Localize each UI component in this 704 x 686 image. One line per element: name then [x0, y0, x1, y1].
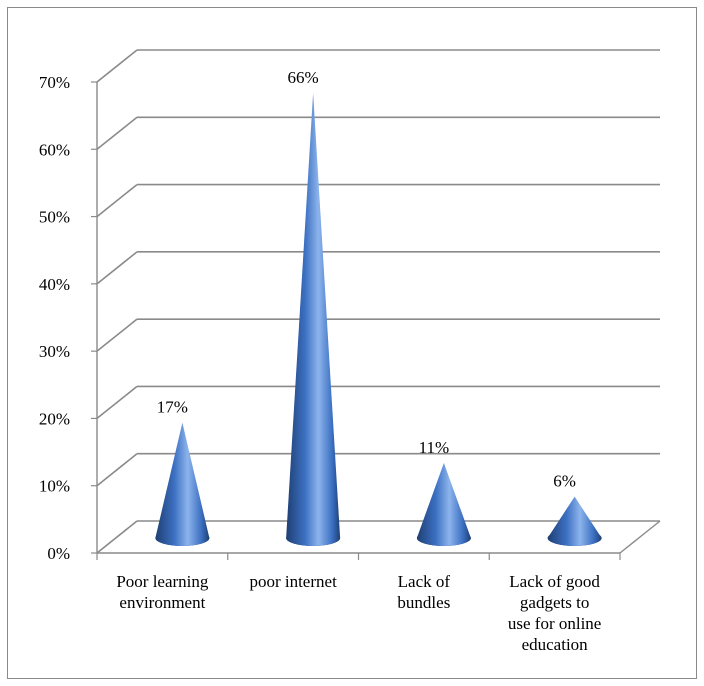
floor-right-edge: [619, 520, 661, 554]
y-tick-label: 60%: [39, 140, 70, 159]
gridline-diagonal: [96, 251, 138, 285]
category-label: use for online: [508, 614, 601, 633]
chart-frame: [7, 7, 697, 679]
y-axis-ticks: 0% 10% 20% 30% 40% 50% 60% 70%: [39, 73, 70, 563]
gridline-diagonal: [96, 116, 138, 150]
category-label: education: [522, 635, 589, 654]
data-label: 11%: [419, 438, 450, 457]
y-tick-label: 10%: [39, 477, 70, 496]
category-label: bundles: [397, 593, 450, 612]
gridline-diagonal: [96, 453, 138, 487]
category-label: environment: [119, 593, 205, 612]
data-label: 6%: [553, 472, 576, 491]
cone-bar: [416, 462, 471, 546]
cone-bar: [547, 496, 602, 546]
gridline-diagonal: [96, 318, 138, 352]
cones: [155, 92, 602, 547]
category-labels: Poor learning environment poor internet Lac…: [116, 572, 601, 654]
category-label: Lack of: [398, 572, 451, 591]
cone-bar: [155, 422, 210, 546]
data-label: 66%: [288, 68, 319, 87]
category-label: Lack of good: [509, 572, 600, 591]
gridline-diagonal: [96, 183, 138, 218]
category-label: Poor learning: [116, 572, 209, 591]
gridline-diagonal: [96, 385, 138, 420]
grid-lines: [91, 49, 661, 560]
y-tick-label: 70%: [39, 73, 70, 92]
y-tick-label: 30%: [39, 342, 70, 361]
data-labels: 17% 66% 11% 6%: [157, 68, 576, 491]
y-tick-label: 40%: [39, 275, 70, 294]
gridline-diagonal: [96, 49, 138, 83]
category-label: gadgets to: [520, 593, 589, 612]
gridline-diagonal: [96, 520, 138, 554]
y-tick-label: 20%: [39, 409, 70, 428]
y-tick-label: 0%: [47, 544, 70, 563]
category-label: poor internet: [249, 572, 337, 591]
cone-bar: [286, 92, 341, 547]
data-label: 17%: [157, 398, 188, 417]
y-tick-label: 50%: [39, 208, 70, 227]
